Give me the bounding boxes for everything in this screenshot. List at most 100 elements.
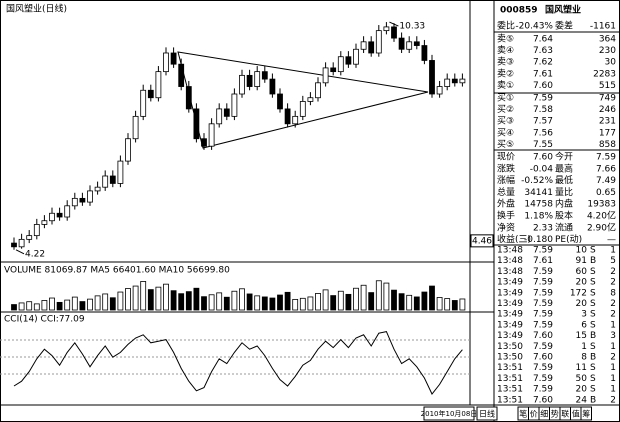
volume-bar <box>451 300 458 311</box>
trade-volume: 15 <box>576 331 587 341</box>
trade-volume: 24 <box>576 395 588 405</box>
volume-bar <box>277 294 283 311</box>
tab[interactable] <box>580 406 592 421</box>
field-value: -0.04 <box>530 164 554 174</box>
trade-side: B <box>590 256 596 266</box>
candle-body <box>71 197 78 207</box>
trade-time: 13:50 <box>497 353 523 363</box>
volume-bar <box>178 293 185 311</box>
field-label: 现价 <box>497 152 515 163</box>
volume-bar <box>337 290 344 311</box>
candle-body <box>18 238 25 248</box>
trade-side: S <box>590 363 596 373</box>
volume-bar <box>132 285 139 311</box>
trade-side: B <box>590 331 596 341</box>
field-value: -0.180 <box>524 235 553 245</box>
trade-price: 7.59 <box>533 385 553 395</box>
trade-side: S <box>590 246 596 256</box>
book-volume: 858 <box>599 140 616 150</box>
trade-time: 13:49 <box>497 299 523 309</box>
candle-body <box>436 86 443 95</box>
volume-bar <box>163 283 169 311</box>
candle-body <box>33 224 40 237</box>
volume-bar <box>315 293 321 311</box>
trade-side: S <box>590 310 596 320</box>
field-label: 涨跌 <box>497 163 515 174</box>
volume-bar <box>11 304 17 311</box>
candle-body <box>398 37 405 50</box>
candle-body <box>299 101 306 117</box>
book-label: 买① <box>497 93 514 104</box>
trade-count: 2 <box>610 299 616 309</box>
trade-time: 13:51 <box>497 395 523 405</box>
tab-label[interactable]: 值 <box>572 409 580 419</box>
trade-count: 1 <box>610 385 616 395</box>
min-label: 4.22 <box>25 249 45 259</box>
volume-title: VOLUME 81069.87 MA5 66401.60 MA10 56699.… <box>4 266 230 276</box>
book-volume: 246 <box>599 105 616 115</box>
trade-price: 7.59 <box>533 363 553 373</box>
candle-body <box>41 220 48 225</box>
field-value: 2.90亿 <box>587 221 616 233</box>
volume-bar <box>368 292 375 311</box>
candle-body <box>155 71 162 99</box>
volume-bar <box>147 289 154 311</box>
candle-body <box>147 89 154 99</box>
trade-volume: 1 <box>581 342 587 352</box>
tab-label[interactable]: 势 <box>551 409 559 419</box>
trade-time: 13:49 <box>497 310 523 320</box>
trade-time: 13:49 <box>497 320 523 330</box>
tab-label[interactable]: 细 <box>540 409 548 419</box>
field-label: PE(动) <box>555 234 582 245</box>
tab[interactable] <box>476 406 498 421</box>
tab-label[interactable]: 筹 <box>582 409 590 419</box>
tab-label[interactable]: 联 <box>561 410 569 419</box>
book-label: 卖① <box>497 80 514 91</box>
trade-time: 13:51 <box>497 385 523 395</box>
book-volume: 177 <box>599 128 616 138</box>
candle-body <box>102 175 109 188</box>
tab-label[interactable]: 笔 <box>519 409 527 419</box>
trade-side: S <box>590 288 596 298</box>
book-label: 买② <box>497 104 514 115</box>
field-label: 最高 <box>555 162 573 174</box>
candle-body <box>94 186 101 192</box>
volume-bar <box>353 287 359 311</box>
volume-bar <box>413 296 420 311</box>
candle-body <box>322 67 329 84</box>
trade-volume: 8 <box>581 353 587 363</box>
field-value: 7.66 <box>596 164 616 174</box>
candle-body <box>201 138 207 147</box>
field-label: 涨幅 <box>497 174 515 186</box>
volume-bar <box>109 297 116 311</box>
trade-count: 1 <box>610 320 616 330</box>
field-value: 1.18% <box>524 212 553 222</box>
book-price: 7.57 <box>533 117 553 127</box>
trade-volume: 172 <box>570 288 587 298</box>
volume-bar <box>459 298 466 311</box>
trade-price: 7.59 <box>533 310 553 320</box>
candle-body <box>26 235 33 240</box>
trade-side: S <box>590 278 596 288</box>
tab-label[interactable]: 价 <box>530 410 538 419</box>
cci-line <box>13 331 463 395</box>
volume-bar <box>391 289 397 311</box>
trade-time: 13:51 <box>497 363 523 373</box>
volume-bar <box>216 292 223 311</box>
book-volume: 30 <box>605 58 617 68</box>
book-label: 卖⑤ <box>497 34 514 45</box>
candle-body <box>246 74 253 87</box>
trade-time: 13:48 <box>497 246 523 256</box>
candle-body <box>269 78 276 95</box>
candle-body <box>178 63 185 87</box>
trade-time: 13:48 <box>497 267 523 277</box>
trade-volume: 11 <box>576 363 587 373</box>
volume-bar <box>307 296 314 311</box>
tab-label[interactable]: 日线 <box>479 409 495 419</box>
date-box <box>423 406 475 421</box>
trade-price: 7.59 <box>533 246 553 256</box>
book-label: 卖② <box>497 68 514 79</box>
candle-body <box>277 93 283 110</box>
field-label: 委比 <box>497 20 515 32</box>
volume-bar <box>102 293 109 311</box>
